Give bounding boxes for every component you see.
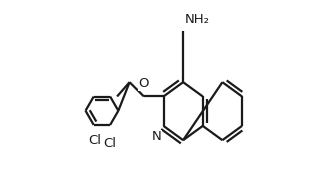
Text: N: N	[152, 130, 162, 143]
Text: Cl: Cl	[88, 134, 101, 147]
Text: O: O	[139, 77, 149, 90]
Text: NH₂: NH₂	[185, 13, 210, 26]
Text: Cl: Cl	[104, 137, 117, 151]
